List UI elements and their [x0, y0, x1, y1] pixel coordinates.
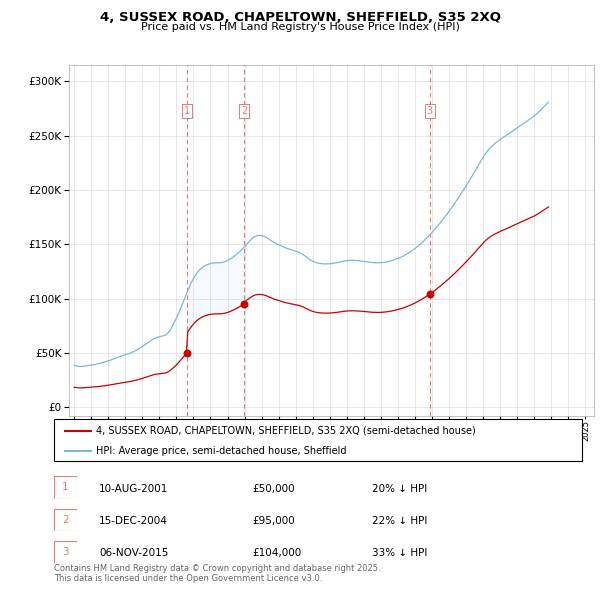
FancyBboxPatch shape	[54, 419, 582, 461]
Text: 2: 2	[241, 106, 247, 116]
Text: 22% ↓ HPI: 22% ↓ HPI	[372, 516, 427, 526]
Text: 10-AUG-2001: 10-AUG-2001	[99, 484, 169, 493]
Text: HPI: Average price, semi-detached house, Sheffield: HPI: Average price, semi-detached house,…	[96, 446, 347, 455]
Text: 3: 3	[427, 106, 433, 116]
FancyBboxPatch shape	[54, 541, 77, 563]
Text: £50,000: £50,000	[252, 484, 295, 493]
Text: 1: 1	[62, 483, 69, 492]
Point	[425, 290, 434, 299]
Text: 4, SUSSEX ROAD, CHAPELTOWN, SHEFFIELD, S35 2XQ (semi-detached house): 4, SUSSEX ROAD, CHAPELTOWN, SHEFFIELD, S…	[96, 426, 476, 436]
Text: 06-NOV-2015: 06-NOV-2015	[99, 549, 169, 558]
Text: 3: 3	[62, 548, 69, 557]
FancyBboxPatch shape	[54, 476, 77, 499]
Text: Price paid vs. HM Land Registry's House Price Index (HPI): Price paid vs. HM Land Registry's House …	[140, 22, 460, 32]
Point	[239, 299, 248, 309]
Text: 1: 1	[184, 106, 190, 116]
Text: 2: 2	[62, 515, 69, 525]
Text: 33% ↓ HPI: 33% ↓ HPI	[372, 549, 427, 558]
Text: 4, SUSSEX ROAD, CHAPELTOWN, SHEFFIELD, S35 2XQ: 4, SUSSEX ROAD, CHAPELTOWN, SHEFFIELD, S…	[100, 11, 500, 24]
Text: £104,000: £104,000	[252, 549, 301, 558]
Point	[182, 348, 191, 358]
Text: 20% ↓ HPI: 20% ↓ HPI	[372, 484, 427, 493]
Text: Contains HM Land Registry data © Crown copyright and database right 2025.
This d: Contains HM Land Registry data © Crown c…	[54, 563, 380, 583]
FancyBboxPatch shape	[54, 509, 77, 531]
Text: 15-DEC-2004: 15-DEC-2004	[99, 516, 168, 526]
Text: £95,000: £95,000	[252, 516, 295, 526]
